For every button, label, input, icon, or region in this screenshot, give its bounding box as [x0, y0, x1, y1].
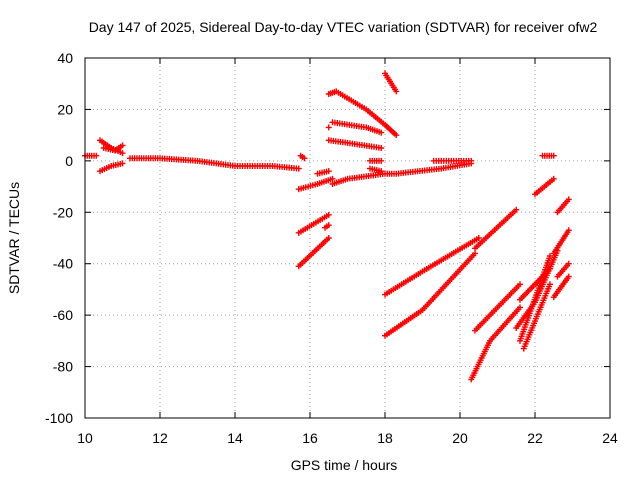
- data-series-33: [554, 196, 572, 216]
- data-series-14: [325, 124, 332, 131]
- x-tick-label: 20: [452, 430, 468, 446]
- data-series-12: [329, 160, 475, 187]
- x-tick-label: 24: [602, 430, 618, 446]
- data-series-31: [554, 260, 572, 280]
- data-point: [547, 281, 553, 288]
- data-point: [378, 157, 385, 164]
- y-tick-label: -80: [53, 359, 73, 375]
- grid-lines: [85, 58, 610, 418]
- x-tick-label: 22: [527, 430, 543, 446]
- data-point: [119, 160, 126, 167]
- data-point: [547, 253, 553, 259]
- data-series-32: [550, 227, 572, 257]
- y-tick-label: -100: [45, 410, 73, 426]
- y-tick-label: 40: [57, 50, 73, 66]
- x-tick-label: 12: [152, 430, 168, 446]
- y-axis-label: SDTVAR / TECUs: [6, 182, 22, 294]
- data-point: [565, 260, 572, 267]
- data-series-3: [100, 142, 126, 154]
- data-series-11: [295, 235, 332, 270]
- data-point: [378, 145, 385, 151]
- data-series-13: [325, 88, 400, 139]
- data-series-7: [295, 175, 336, 193]
- data-point: [295, 165, 302, 172]
- data-point: [513, 206, 520, 213]
- axis-ticks: 10 12 14 16 18 20 22 24 -100 -80 -60 -40 -20 0 20 40: [45, 50, 618, 446]
- x-tick-label: 14: [227, 430, 243, 446]
- plot-frame: [84, 57, 611, 419]
- y-tick-label: 0: [65, 153, 73, 169]
- data-series-30: [550, 273, 572, 301]
- data-point: [119, 150, 126, 157]
- data-series-35: [539, 152, 557, 159]
- data-series-34: [532, 175, 557, 198]
- data-series-8: [314, 168, 332, 177]
- data-series-28: [520, 281, 553, 352]
- data-series-6: [297, 152, 308, 162]
- data-series-19: [382, 70, 400, 95]
- data-point: [517, 281, 523, 288]
- data-series-18: [367, 165, 385, 175]
- y-tick-label: 20: [57, 101, 73, 117]
- data-point: [547, 265, 553, 272]
- data-point: [325, 168, 332, 175]
- data-series-25: [472, 281, 523, 334]
- data-point: [393, 88, 400, 95]
- data-series-15: [329, 119, 385, 136]
- data-series-4: [97, 160, 126, 175]
- data-series-1: [82, 152, 100, 159]
- data-series-22: [382, 250, 478, 339]
- data-series: [82, 70, 572, 383]
- data-point: [565, 273, 572, 280]
- y-tick-label: -60: [53, 307, 73, 323]
- x-axis-label: GPS time / hours: [291, 457, 398, 473]
- data-series-16: [325, 137, 385, 151]
- data-series-23: [472, 206, 520, 252]
- data-point: [550, 152, 557, 159]
- x-tick-label: 10: [77, 430, 93, 446]
- data-point: [301, 155, 308, 162]
- data-series-9: [295, 211, 332, 236]
- data-series-29: [517, 265, 553, 303]
- data-point: [325, 235, 332, 241]
- y-tick-label: -20: [53, 204, 73, 220]
- data-point: [565, 227, 572, 234]
- x-tick-label: 16: [302, 430, 318, 446]
- data-point: [119, 142, 126, 149]
- data-point: [475, 235, 482, 241]
- data-point: [393, 132, 400, 139]
- data-point: [472, 250, 478, 257]
- data-series-20: [430, 157, 475, 164]
- data-point: [378, 129, 385, 136]
- chart-title: Day 147 of 2025, Sidereal Day-to-day VTE…: [89, 19, 598, 35]
- data-series-17: [367, 157, 385, 164]
- data-series-24: [468, 304, 523, 383]
- data-series-21: [382, 235, 482, 298]
- data-point: [517, 304, 523, 311]
- data-point: [325, 211, 332, 218]
- data-point: [325, 124, 332, 131]
- data-point: [565, 196, 572, 203]
- data-point: [329, 175, 336, 182]
- data-point: [93, 152, 100, 159]
- data-series-5: [127, 155, 302, 172]
- data-point: [468, 157, 475, 164]
- data-point: [378, 168, 385, 175]
- data-point: [325, 222, 332, 229]
- y-tick-label: -40: [53, 256, 73, 272]
- data-point: [550, 175, 557, 182]
- data-series-2: [97, 137, 126, 157]
- data-series-10: [322, 222, 332, 231]
- x-tick-label: 18: [377, 430, 393, 446]
